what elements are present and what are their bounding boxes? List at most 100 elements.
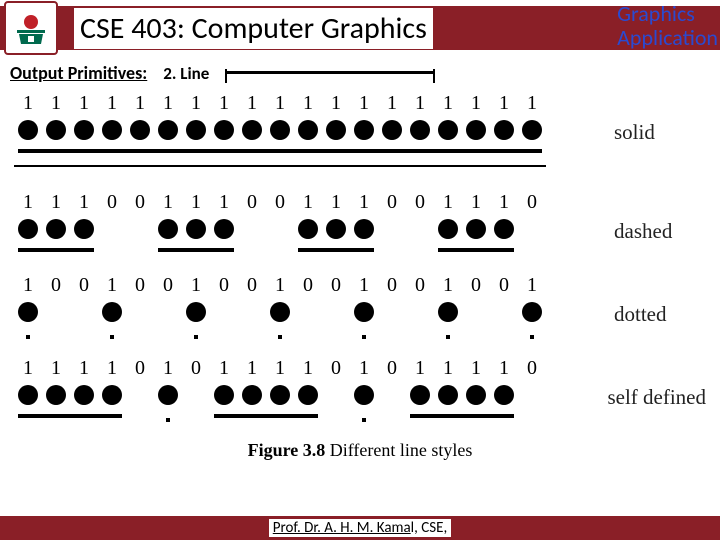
bits-column: 1001001001001001001 xyxy=(14,274,574,339)
bit-value: 0 xyxy=(126,357,154,380)
filled-pixel-icon xyxy=(410,385,430,405)
filled-pixel-icon xyxy=(466,219,486,239)
dot-cell xyxy=(210,218,238,240)
dot-cell xyxy=(238,301,266,323)
style-row-self-defined: 1111010111101011110 self defined xyxy=(14,357,706,422)
footer-author-underlined: Prof. Dr. A. H. M. Kama xyxy=(273,519,411,537)
bits-column: 1111111111111111111 xyxy=(14,92,574,173)
bit-value: 0 xyxy=(238,274,266,297)
bit-value: 1 xyxy=(42,191,70,214)
dot-cell xyxy=(294,301,322,323)
bit-value: 1 xyxy=(238,92,266,115)
pixel-dots xyxy=(14,218,574,240)
bit-value: 1 xyxy=(406,357,434,380)
dot-cell xyxy=(182,119,210,141)
bit-value: 1 xyxy=(434,92,462,115)
bit-value: 1 xyxy=(154,92,182,115)
slide-header: CSE 403: Computer Graphics Graphics Appl… xyxy=(0,0,720,56)
style-label: self defined xyxy=(607,385,706,410)
bit-value: 1 xyxy=(518,274,546,297)
line-segment xyxy=(438,248,514,252)
filled-pixel-icon xyxy=(494,219,514,239)
bit-value: 1 xyxy=(434,191,462,214)
filled-pixel-icon xyxy=(214,385,234,405)
filled-pixel-icon xyxy=(270,302,290,322)
bit-value: 0 xyxy=(238,191,266,214)
filled-pixel-icon xyxy=(242,120,262,140)
sidebar-line1: Graphics xyxy=(617,2,718,26)
dot-mark xyxy=(362,418,366,422)
bit-value: 1 xyxy=(154,357,182,380)
filled-pixel-icon xyxy=(130,120,150,140)
bit-value: 0 xyxy=(182,357,210,380)
bit-value: 1 xyxy=(462,191,490,214)
dot-cell xyxy=(210,119,238,141)
dot-cell xyxy=(42,218,70,240)
dot-cell xyxy=(126,384,154,406)
bit-value: 1 xyxy=(490,92,518,115)
bit-value: 1 xyxy=(462,357,490,380)
bit-value: 1 xyxy=(350,191,378,214)
dot-cell xyxy=(434,301,462,323)
filled-pixel-icon xyxy=(270,120,290,140)
dot-cell xyxy=(14,384,42,406)
footer-author-rest: l, CSE, xyxy=(411,519,448,537)
bit-value: 0 xyxy=(378,274,406,297)
bit-value: 1 xyxy=(490,191,518,214)
dot-cell xyxy=(266,384,294,406)
dot-cell xyxy=(322,218,350,240)
dot-cell xyxy=(294,119,322,141)
bits-column: 1111010111101011110 xyxy=(14,357,567,422)
bit-value: 0 xyxy=(294,274,322,297)
dot-cell xyxy=(350,384,378,406)
dot-cell xyxy=(378,218,406,240)
line-segment xyxy=(214,414,318,418)
dot-cell xyxy=(490,218,518,240)
dot-cell xyxy=(182,384,210,406)
slide-footer: Prof. Dr. A. H. M. Kamal, CSE, xyxy=(0,516,720,540)
filled-pixel-icon xyxy=(354,385,374,405)
bit-value: 1 xyxy=(182,191,210,214)
bit-numbers: 1111111111111111111 xyxy=(14,92,574,115)
university-logo xyxy=(4,1,58,55)
dot-mark xyxy=(446,335,450,339)
dot-cell xyxy=(434,218,462,240)
bit-value: 1 xyxy=(210,357,238,380)
dot-cell xyxy=(154,119,182,141)
dot-cell xyxy=(182,218,210,240)
dot-mark xyxy=(110,335,114,339)
dot-cell xyxy=(294,218,322,240)
separator-line xyxy=(14,165,546,167)
line-segment xyxy=(298,248,374,252)
dot-cell xyxy=(98,384,126,406)
subheading: Output Primitives: 2. Line xyxy=(0,56,720,86)
bit-value: 1 xyxy=(322,191,350,214)
caption-text: Different line styles xyxy=(325,440,472,460)
dot-cell xyxy=(378,301,406,323)
bit-value: 1 xyxy=(518,92,546,115)
bit-value: 1 xyxy=(14,191,42,214)
bit-value: 1 xyxy=(294,92,322,115)
dot-cell xyxy=(238,384,266,406)
pixel-dots xyxy=(14,301,574,323)
bit-value: 1 xyxy=(490,357,518,380)
dot-cell xyxy=(98,119,126,141)
filled-pixel-icon xyxy=(438,385,458,405)
bit-value: 1 xyxy=(294,191,322,214)
bit-numbers: 1001001001001001001 xyxy=(14,274,574,297)
filled-pixel-icon xyxy=(74,219,94,239)
rendered-line xyxy=(14,244,574,256)
bit-value: 0 xyxy=(266,191,294,214)
filled-pixel-icon xyxy=(158,219,178,239)
dot-mark xyxy=(530,335,534,339)
dot-cell xyxy=(322,384,350,406)
filled-pixel-icon xyxy=(270,385,290,405)
dot-cell xyxy=(462,119,490,141)
filled-pixel-icon xyxy=(46,120,66,140)
filled-pixel-icon xyxy=(46,219,66,239)
dot-cell xyxy=(98,218,126,240)
bit-value: 1 xyxy=(350,274,378,297)
dot-cell xyxy=(42,301,70,323)
bit-value: 0 xyxy=(490,274,518,297)
filled-pixel-icon xyxy=(214,120,234,140)
